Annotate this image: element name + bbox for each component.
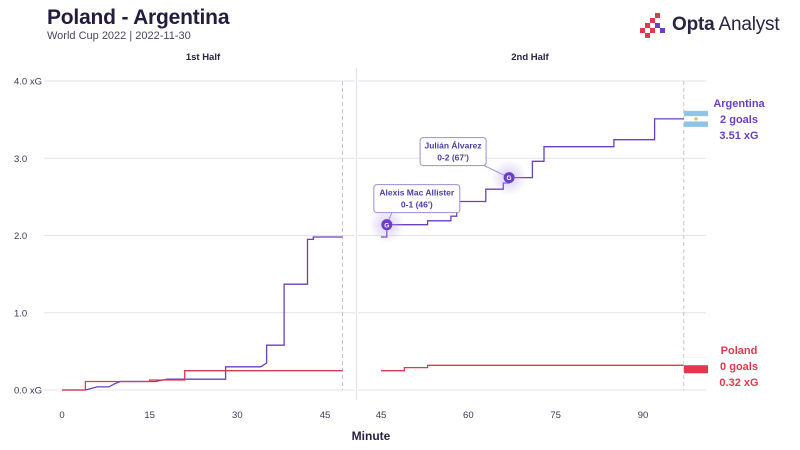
series-line-poland-half-1 xyxy=(62,370,343,391)
chart-title: Poland - Argentina xyxy=(47,6,230,29)
brand-name: Opta Analyst xyxy=(672,14,780,36)
series-line-argentina-half-2 xyxy=(381,118,684,238)
x-tick-label: 0 xyxy=(59,410,64,421)
flag-stripe-top xyxy=(684,110,708,117)
flag-stripe-top xyxy=(683,357,709,366)
brand-name-light: Analyst xyxy=(714,14,780,35)
team-name-label: Poland xyxy=(721,345,758,357)
x-tick-label: 15 xyxy=(144,410,155,421)
goal-score-label: 0-1 (46') xyxy=(401,200,433,210)
x-tick-label: 45 xyxy=(320,410,331,421)
y-tick-label: 2.0 xyxy=(14,231,27,242)
goal-scorer-label: Alexis Mac Allister xyxy=(379,188,454,198)
poland-flag-icon xyxy=(683,357,709,374)
team-goals-label: 2 goals xyxy=(720,114,758,126)
flag-sun xyxy=(694,117,698,121)
opta-bars-logo-icon xyxy=(640,13,665,38)
chart-subtitle: World Cup 2022 | 2022-11-30 xyxy=(47,30,191,42)
series-line-argentina-half-1 xyxy=(62,236,343,391)
goal-scorer-label: Julián Álvarez xyxy=(425,141,482,151)
x-tick-label: 90 xyxy=(638,410,649,421)
team-goals-label: 0 goals xyxy=(720,361,758,373)
x-tick-label: 60 xyxy=(463,410,474,421)
x-tick-label: 30 xyxy=(232,410,243,421)
x-tick-label: 75 xyxy=(550,410,561,421)
flag-stripe-bottom xyxy=(684,121,708,127)
series-line-poland-half-2 xyxy=(381,364,684,372)
goal-marker-label: G xyxy=(384,222,389,229)
half-title-2: 2nd Half xyxy=(511,52,549,63)
y-tick-label: 0.0 xG xyxy=(14,386,42,397)
goal-annotation-box xyxy=(373,184,461,214)
y-tick-label: 1.0 xyxy=(14,308,27,319)
y-tick-label: 4.0 xG xyxy=(14,77,42,88)
goal-marker-label: G xyxy=(507,175,512,182)
half-title-1: 1st Half xyxy=(186,52,221,63)
x-axis-label: Minute xyxy=(352,429,391,443)
brand-name-bold: Opta xyxy=(672,14,715,35)
team-name-label: Argentina xyxy=(713,98,765,110)
argentina-flag-icon xyxy=(684,110,708,127)
opta-analyst-logo: Opta Analyst xyxy=(640,12,780,38)
flag-stripe-bottom xyxy=(684,365,708,374)
team-xg-label: 0.32 xG xyxy=(719,377,758,389)
goal-annotation-box xyxy=(419,137,487,167)
goal-score-label: 0-2 (67') xyxy=(437,153,469,163)
goal-marker xyxy=(503,172,515,184)
y-tick-label: 3.0 xyxy=(14,154,27,165)
x-tick-label: 45 xyxy=(376,410,387,421)
goal-marker xyxy=(381,219,393,231)
team-xg-label: 3.51 xG xyxy=(719,130,758,142)
